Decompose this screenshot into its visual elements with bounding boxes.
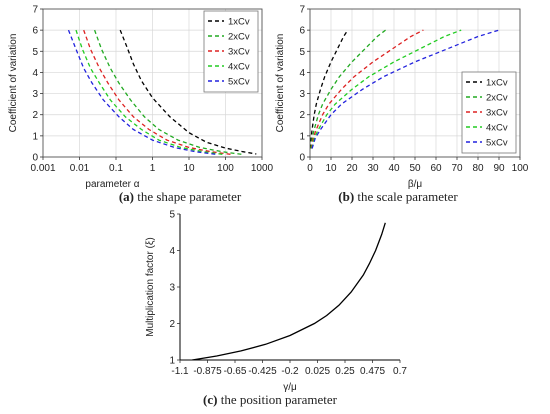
x-tick-label: 60 [430, 163, 442, 174]
legend-box [461, 71, 517, 154]
x-tick-label: 0.01 [70, 163, 90, 174]
x-tick-label: 100 [217, 163, 234, 174]
x-tick-label: 0.1 [109, 163, 123, 174]
y-tick-label: 7 [299, 5, 305, 16]
legend-label: 3xCv [228, 47, 250, 58]
x-tick-label: 10 [325, 163, 337, 174]
legend-label: 5xCv [228, 77, 250, 88]
caption-text: the position parameter [217, 392, 337, 407]
series-line-5xCv [67, 29, 218, 156]
legend: 1xCv 2xCv 3xCv 4xCv 5xCv [461, 71, 517, 154]
series-line-4xCv [311, 29, 462, 149]
x-tick-label: 0.7 [393, 366, 407, 377]
x-tick-label: 1000 [251, 163, 274, 174]
caption-text: the scale parameter [354, 189, 458, 204]
legend-label: 3xCv [486, 108, 508, 119]
legend-box [203, 10, 259, 93]
x-tick-label: 10 [183, 163, 195, 174]
y-tick-label: 5 [299, 47, 305, 58]
panel-caption: (a) the shape parameter [119, 189, 242, 204]
x-tick-label: -0.2 [281, 366, 299, 377]
x-tick-label: 0.25 [335, 366, 355, 377]
x-tick-label: 20 [346, 163, 358, 174]
y-tick-label: 6 [299, 26, 305, 37]
x-tick-label: 40 [388, 163, 400, 174]
x-tick-label: -1.1 [171, 366, 189, 377]
y-axis-label: Coefficient of variation [275, 34, 286, 133]
chart-panel-c: -1.1 -0.875 -0.65 -0.425 -0.2 0.025 0.25 0.475 0… [145, 210, 407, 408]
legend-label: 1xCv [228, 17, 250, 28]
y-tick-label: 2 [169, 319, 175, 330]
x-axis-label: γ/μ [283, 382, 297, 393]
y-tick-label: 5 [169, 210, 175, 221]
x-tick-label: 70 [451, 163, 463, 174]
chart-panel-b: 0 10 20 30 40 50 60 70 80 90 100 0 1 2 3 4 5 6 7 β/μ Coeffic… [275, 5, 529, 205]
series-line-curve [192, 222, 386, 360]
y-tick-label: 4 [32, 68, 38, 79]
x-tick-label: 90 [493, 163, 505, 174]
legend-label: 2xCv [228, 32, 250, 43]
y-tick-label: 3 [169, 283, 175, 294]
series-line-3xCv [310, 29, 424, 149]
y-tick-label: 0 [299, 153, 305, 164]
x-tick-label: 0.025 [305, 366, 330, 377]
x-tick-label: 0.001 [30, 163, 55, 174]
y-tick-label: 2 [32, 110, 38, 121]
caption-letter: (c) [203, 392, 217, 407]
y-axis-label: Coefficient of variation [8, 34, 19, 133]
x-tick-label: 0.475 [360, 366, 385, 377]
caption-letter: (b) [338, 189, 354, 204]
x-tick-label: -0.65 [224, 366, 247, 377]
x-axis-label: parameter α [85, 179, 139, 190]
y-tick-label: 6 [32, 26, 38, 37]
series-line-1xCv [310, 29, 349, 149]
y-axis-label: Multiplication factor (ξ) [145, 237, 156, 337]
legend-label: 2xCv [486, 93, 508, 104]
x-tick-label: 0 [307, 163, 313, 174]
series-line-1xCv [119, 29, 257, 155]
y-tick-label: 4 [169, 246, 175, 257]
series-line-4xCv [75, 29, 224, 156]
series-line-2xCv [310, 29, 386, 149]
x-tick-label: 1 [150, 163, 156, 174]
caption-text: the shape parameter [134, 189, 242, 204]
x-axis-label: β/μ [408, 179, 423, 190]
x-tick-label: -0.875 [193, 366, 222, 377]
legend: 1xCv 2xCv 3xCv 4xCv 5xCv [203, 10, 259, 93]
x-tick-label: 80 [472, 163, 484, 174]
legend-label: 5xCv [486, 138, 508, 149]
x-tick-label: 30 [367, 163, 379, 174]
x-tick-label: -0.425 [248, 366, 277, 377]
chart-panel-a: 0.001 0.01 0.1 1 10 100 1000 0 1 2 3 4 5 6 7 parameter … [8, 5, 274, 205]
y-tick-label: 3 [32, 89, 38, 100]
series-line-3xCv [83, 29, 232, 156]
y-tick-label: 7 [32, 5, 38, 16]
panel-caption: (b) the scale parameter [338, 189, 458, 204]
caption-letter: (a) [119, 189, 134, 204]
y-tick-label: 1 [32, 131, 38, 142]
y-tick-label: 1 [169, 356, 175, 367]
series-line-2xCv [93, 29, 243, 156]
y-tick-label: 1 [299, 131, 305, 142]
legend-label: 4xCv [228, 62, 250, 73]
x-tick-label: 100 [512, 163, 529, 174]
x-tick-label: 50 [409, 163, 421, 174]
y-tick-label: 4 [299, 68, 305, 79]
y-tick-label: 5 [32, 47, 38, 58]
y-tick-label: 0 [32, 153, 38, 164]
series-line-5xCv [311, 29, 500, 149]
panel-caption: (c) the position parameter [203, 392, 338, 407]
legend-label: 1xCv [486, 78, 508, 89]
legend-label: 4xCv [486, 123, 508, 134]
y-tick-label: 2 [299, 110, 305, 121]
y-tick-label: 3 [299, 89, 305, 100]
